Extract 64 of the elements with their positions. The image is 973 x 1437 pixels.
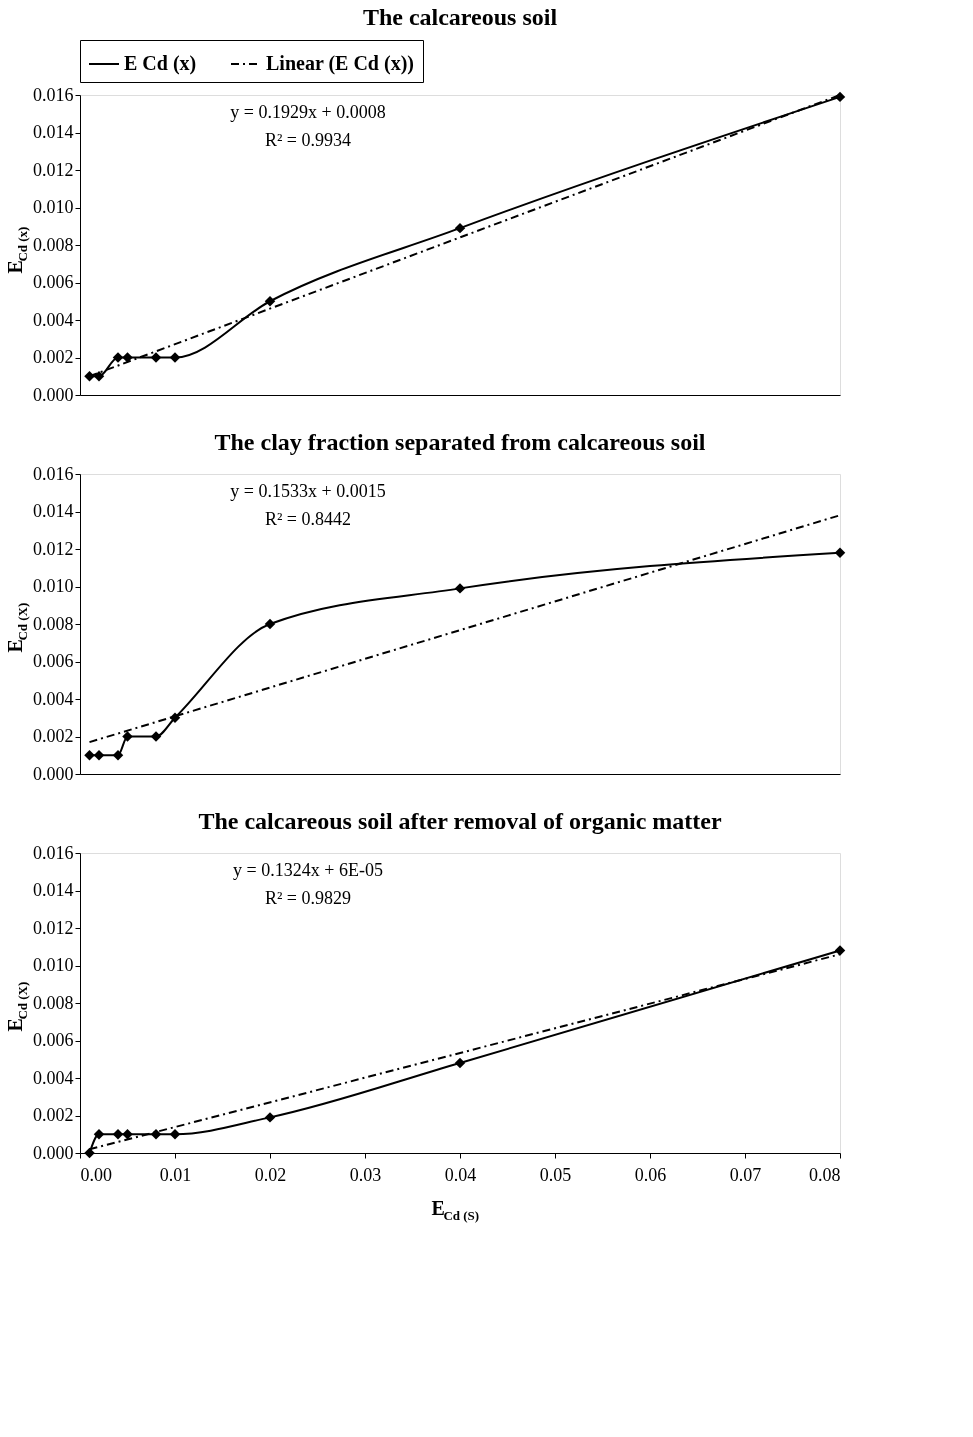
point bbox=[93, 750, 105, 761]
y-tick-label: 0.002 bbox=[33, 1105, 74, 1125]
y-tick-label: 0.008 bbox=[33, 613, 74, 634]
y-axis-title: ECd (X) bbox=[4, 981, 30, 1032]
y-tick-label: 0.002 bbox=[33, 726, 74, 746]
x-tick-label: 0.06 bbox=[634, 1164, 667, 1185]
x-tick-label: 0.02 bbox=[254, 1164, 287, 1185]
y-tick-label: 0.006 bbox=[33, 1030, 74, 1050]
y-tick-label: 0.012 bbox=[33, 159, 74, 180]
point bbox=[834, 91, 846, 103]
chart-title: The clay fraction separated from calcareous soil bbox=[214, 429, 706, 455]
point bbox=[169, 352, 181, 363]
y-tick-label: 0.010 bbox=[33, 955, 74, 975]
y-tick-label: 0.016 bbox=[33, 463, 74, 484]
y-tick-label: 0.008 bbox=[33, 992, 74, 1013]
point bbox=[112, 750, 124, 761]
y-tick-label: 0.010 bbox=[33, 576, 74, 596]
point bbox=[150, 352, 162, 363]
y-tick-label: 0.000 bbox=[33, 763, 74, 784]
annotation: R² = 0.9829 bbox=[264, 888, 352, 908]
y-tick-label: 0.000 bbox=[33, 1142, 74, 1163]
x-tick-label: 0.00 bbox=[80, 1164, 112, 1185]
y-tick-label: 0.004 bbox=[33, 1067, 74, 1088]
y-tick-label: 0.006 bbox=[33, 272, 74, 292]
y-tick-label: 0.004 bbox=[33, 688, 74, 709]
y-axis-title: ECd (X) bbox=[4, 602, 30, 653]
x-tick-label: 0.01 bbox=[159, 1164, 192, 1185]
point bbox=[122, 352, 133, 363]
x-tick-label: 0.07 bbox=[729, 1164, 762, 1185]
x-tick-label: 0.03 bbox=[349, 1164, 382, 1185]
annotation: y = 0.1533x + 0.0015 bbox=[230, 481, 386, 501]
y-tick-label: 0.004 bbox=[33, 309, 74, 330]
y-tick-label: 0.008 bbox=[33, 234, 74, 255]
y-tick-label: 0.016 bbox=[33, 84, 74, 105]
x-tick-label: 0.05 bbox=[539, 1164, 572, 1185]
y-axis-title: ECd (x) bbox=[4, 226, 30, 274]
legend-label: E Cd (x) bbox=[124, 52, 197, 75]
annotation: R² = 0.8442 bbox=[264, 509, 352, 529]
chart-title: The calcareous soil bbox=[362, 3, 558, 30]
legend-label: Linear (E Cd (x)) bbox=[266, 52, 414, 75]
annotation: R² = 0.9934 bbox=[264, 130, 352, 150]
point bbox=[834, 547, 846, 558]
point bbox=[122, 731, 133, 742]
chart-title: The calcareous soil after removal of organic matter bbox=[198, 808, 722, 834]
point bbox=[264, 296, 276, 307]
point bbox=[150, 731, 162, 742]
y-tick-label: 0.014 bbox=[33, 501, 74, 521]
y-tick-label: 0.012 bbox=[33, 917, 74, 938]
point bbox=[454, 222, 466, 234]
y-tick-label: 0.000 bbox=[33, 384, 74, 405]
x-tick-label: 0.08 bbox=[809, 1164, 841, 1185]
annotation: y = 0.1929x + 0.0008 bbox=[230, 102, 386, 122]
annotation: y = 0.1324x + 6E-05 bbox=[233, 860, 383, 880]
point bbox=[454, 583, 466, 594]
y-tick-label: 0.014 bbox=[33, 122, 74, 142]
point bbox=[84, 750, 95, 761]
y-tick-label: 0.016 bbox=[33, 842, 74, 863]
y-tick-label: 0.002 bbox=[33, 347, 74, 367]
y-tick-label: 0.012 bbox=[33, 538, 74, 559]
y-tick-label: 0.006 bbox=[33, 651, 74, 671]
y-tick-label: 0.010 bbox=[33, 197, 74, 217]
y-tick-label: 0.014 bbox=[33, 880, 74, 900]
x-tick-label: 0.04 bbox=[444, 1164, 477, 1185]
point bbox=[264, 618, 276, 630]
